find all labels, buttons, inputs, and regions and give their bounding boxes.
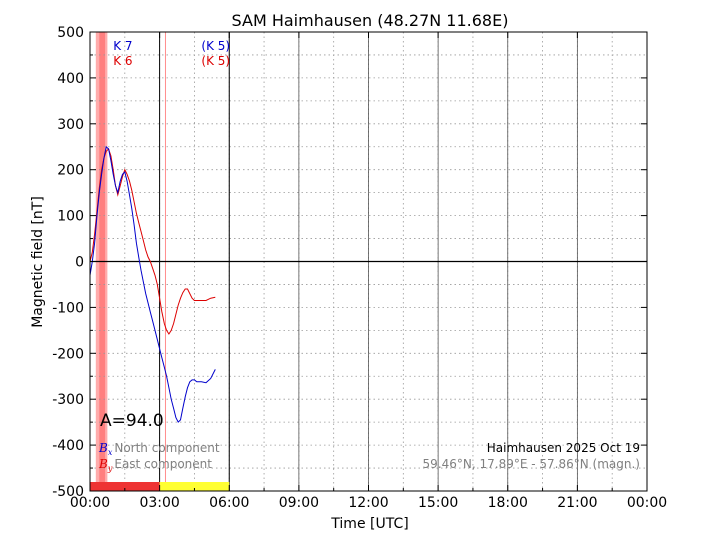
x-tick-label: 18:00 bbox=[488, 495, 528, 511]
y-tick-label: -100 bbox=[52, 300, 84, 316]
series-line bbox=[89, 148, 216, 335]
x-tick-label: 21:00 bbox=[557, 495, 597, 511]
x-tick-label: 00:00 bbox=[70, 495, 110, 511]
y-tick-label: 500 bbox=[57, 25, 84, 41]
k-index-label: (K 5) bbox=[201, 39, 230, 53]
status-bar bbox=[159, 482, 230, 491]
y-tick-label: -200 bbox=[52, 346, 84, 362]
x-tick-label: 15:00 bbox=[418, 495, 458, 511]
y-axis-label: Magnetic field [nT] bbox=[30, 196, 46, 328]
y-tick-label: 300 bbox=[57, 117, 84, 133]
k-index-label: K 7 bbox=[113, 39, 132, 53]
y-tick-label: 200 bbox=[57, 163, 84, 179]
x-tick-label: 09:00 bbox=[279, 495, 319, 511]
y-tick-label: -300 bbox=[52, 392, 84, 408]
k-index-label: (K 5) bbox=[201, 54, 230, 68]
series-line bbox=[89, 145, 216, 423]
series-lines bbox=[89, 145, 216, 423]
legend-entry: Bx North component bbox=[98, 441, 220, 457]
y-tick-label: -400 bbox=[52, 438, 84, 454]
chart-title: SAM Haimhausen (48.27N 11.68E) bbox=[232, 11, 509, 30]
station-info-line2: 59.46°N, 17.89°E - 57.86°N (magn.) bbox=[423, 457, 640, 471]
y-tick-label: 400 bbox=[57, 71, 84, 87]
status-bars bbox=[90, 482, 230, 491]
axis-ticks: 00:00 03:00 06:00 09:00 12:00 15:00 18:00 21:00… bbox=[52, 25, 667, 511]
x-tick-label: 03:00 bbox=[139, 495, 179, 511]
y-tick-label: -500 bbox=[52, 484, 84, 500]
y-tick-label: 100 bbox=[57, 209, 84, 225]
x-tick-label: 00:00 bbox=[627, 495, 667, 511]
x-tick-label: 12:00 bbox=[348, 495, 388, 511]
x-tick-label: 06:00 bbox=[209, 495, 249, 511]
status-bar bbox=[90, 482, 160, 491]
y-tick-label: 0 bbox=[75, 255, 84, 271]
legend-entry: By East component bbox=[98, 457, 212, 473]
activity-index: A=94.0 bbox=[100, 411, 164, 431]
station-info-line1: Haimhausen 2025 Oct 19 bbox=[487, 441, 640, 455]
x-axis-label: Time [UTC] bbox=[330, 516, 408, 532]
k-index-label: K 6 bbox=[113, 54, 132, 68]
